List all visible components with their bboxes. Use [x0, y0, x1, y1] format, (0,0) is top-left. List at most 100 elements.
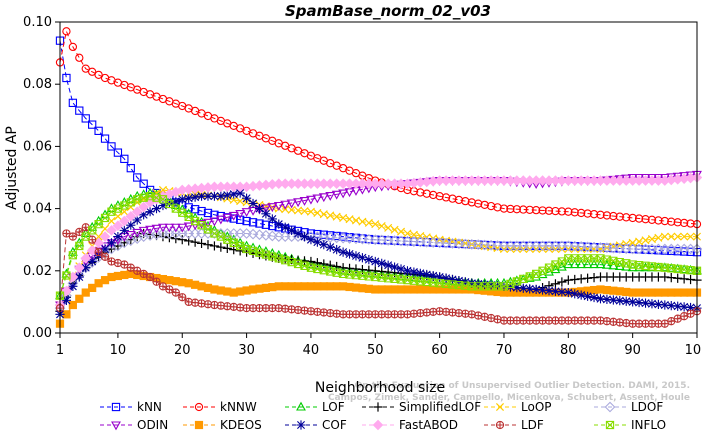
- y-tick-label: 0.04: [23, 202, 52, 217]
- data-point: [151, 224, 162, 234]
- legend-item-kdeos: KDEOS: [183, 418, 262, 432]
- x-tick-label: 70: [496, 343, 513, 358]
- data-point: [422, 189, 431, 198]
- data-point: [564, 207, 573, 216]
- data-point: [416, 231, 425, 240]
- data-point: [184, 193, 194, 203]
- data-point: [119, 215, 130, 227]
- data-point: [112, 220, 124, 232]
- data-point: [318, 193, 329, 203]
- data-point: [88, 120, 97, 129]
- data-point: [544, 286, 554, 296]
- data-point: [563, 275, 573, 285]
- data-point: [326, 211, 335, 220]
- data-point: [583, 273, 593, 283]
- legend-item-fastabod: FastABOD: [362, 418, 458, 432]
- data-point: [132, 228, 143, 238]
- data-point: [125, 230, 136, 240]
- data-point: [100, 134, 110, 143]
- x-tick-label: 30: [238, 343, 255, 358]
- data-point: [589, 292, 599, 303]
- data-point: [525, 205, 534, 214]
- data-point: [635, 237, 644, 246]
- series-line: [59, 192, 698, 315]
- data-point: [602, 211, 612, 220]
- data-point: [454, 195, 464, 205]
- data-point: [563, 287, 573, 298]
- data-point: [680, 232, 689, 241]
- data-point: [126, 164, 135, 173]
- data-point: [448, 194, 457, 203]
- data-point: [583, 291, 593, 301]
- data-point: [429, 190, 438, 200]
- x-tick-label: 90: [624, 343, 641, 358]
- data-point: [660, 232, 669, 241]
- data-point: [306, 235, 316, 245]
- data-point: [647, 215, 657, 224]
- data-point: [331, 190, 342, 200]
- data-point: [145, 272, 155, 282]
- data-point: [235, 210, 246, 219]
- legend-label: KDEOS: [220, 418, 262, 432]
- data-point: [267, 214, 277, 224]
- data-point: [138, 226, 149, 236]
- y-tick-label: 0.02: [23, 264, 52, 279]
- series-ldf: [55, 223, 702, 328]
- data-point: [673, 232, 682, 241]
- data-point: [660, 216, 669, 226]
- data-point: [94, 247, 103, 257]
- data-point: [402, 266, 413, 276]
- data-point: [235, 188, 245, 198]
- data-point: [183, 222, 194, 232]
- data-point: [640, 298, 651, 308]
- data-point: [138, 201, 149, 213]
- data-point: [396, 264, 406, 274]
- plot-frame: [59, 21, 698, 334]
- data-point: [332, 212, 341, 221]
- data-point: [107, 142, 116, 151]
- data-point: [68, 232, 78, 241]
- data-point: [634, 297, 644, 308]
- data-point: [582, 259, 593, 269]
- data-point: [266, 230, 278, 242]
- data-point: [75, 227, 84, 237]
- data-point: [203, 240, 213, 250]
- legend-label: FastABOD: [399, 418, 458, 432]
- data-point: [261, 220, 271, 229]
- data-point: [480, 279, 490, 290]
- data-point: [628, 238, 637, 247]
- legend-label: LOF: [322, 400, 345, 414]
- data-point: [403, 229, 412, 238]
- data-point: [486, 201, 496, 211]
- data-point: [274, 219, 284, 229]
- data-point: [338, 189, 349, 199]
- data-point: [396, 227, 406, 236]
- data-point: [75, 53, 84, 62]
- data-point: [319, 240, 329, 250]
- data-point: [68, 98, 78, 108]
- data-point: [601, 259, 612, 269]
- data-point: [364, 255, 374, 265]
- data-point: [518, 283, 528, 293]
- data-point: [383, 260, 393, 270]
- data-point: [133, 266, 142, 275]
- data-point: [570, 274, 580, 285]
- data-point: [229, 195, 238, 204]
- data-point: [557, 207, 567, 216]
- watermark: Campos, Zimek, Sander, Campello, Micenko…: [328, 381, 690, 403]
- data-point: [531, 284, 541, 295]
- data-point: [673, 301, 683, 311]
- data-point: [287, 205, 296, 214]
- data-point: [203, 208, 213, 218]
- data-point: [319, 210, 328, 219]
- legend-label: SimplifiedLOF: [399, 400, 481, 414]
- data-point: [81, 288, 90, 297]
- data-point: [132, 215, 142, 225]
- data-point: [106, 225, 117, 236]
- data-point: [415, 268, 425, 278]
- data-point: [332, 245, 342, 255]
- data-point: [62, 73, 71, 83]
- data-point: [409, 267, 419, 277]
- data-point: [660, 272, 670, 282]
- data-point: [486, 313, 496, 323]
